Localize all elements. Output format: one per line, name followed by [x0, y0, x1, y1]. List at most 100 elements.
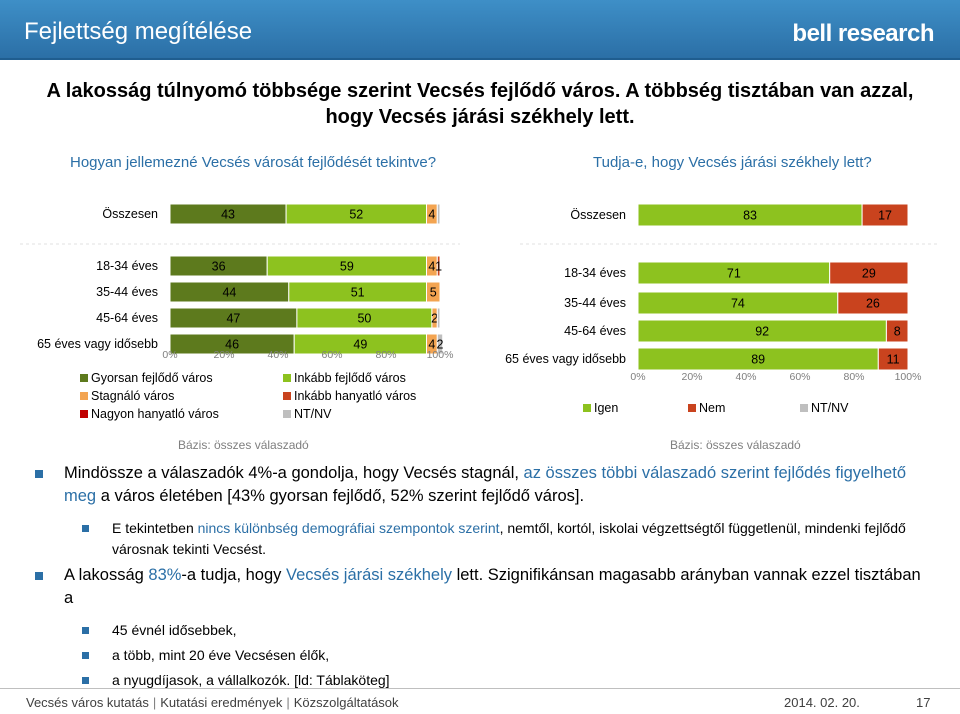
jarasi-szekhely-category-label: 35-44 éves [564, 296, 626, 310]
legend-swatch [80, 374, 88, 382]
question-left: Hogyan jellemezné Vecsés városát fejlődé… [70, 154, 437, 171]
legend-swatch [80, 392, 88, 400]
highlighted-text: az összes többi válaszadó szerint fejlőd… [64, 464, 906, 505]
fejlettseg-tick-label: 40% [267, 349, 288, 361]
fejlettseg-data-label: 44 [222, 286, 236, 300]
fejlettseg-data-label: 47 [226, 312, 240, 326]
jarasi-szekhely-bar-segment [829, 261, 909, 285]
jarasi-szekhely-category-label: Összesen [570, 208, 626, 222]
bullet-text: A lakosság [64, 566, 149, 584]
footer-date: 2014. 02. 20. [784, 695, 860, 710]
bullet-6: a nyugdíjasok, a vállalkozók. [ld: Tábla… [30, 670, 930, 691]
jarasi-szekhely-category-label: 45-64 éves [564, 324, 626, 338]
fejlettseg-data-label: 46 [225, 338, 239, 352]
jarasi-szekhely-bar-segment [885, 319, 909, 343]
legend-label: Gyorsan fejlődő város [91, 371, 213, 385]
highlighted-text: 83% [148, 566, 182, 584]
jarasi-szekhely-data-label: 74 [731, 297, 745, 311]
bell-research-logo: bell research [792, 20, 934, 47]
question-right: Tudja-e, hogy Vecsés járási székhely let… [593, 154, 872, 171]
jarasi-szekhely-tick-label: 80% [843, 371, 864, 383]
highlighted-text: nincs különbség demográfiai szempontok s… [197, 520, 500, 536]
fejlettseg-data-label: 51 [351, 286, 365, 300]
fejlettseg-data-label: 2 [431, 312, 438, 326]
fejlettseg-data-label: 4 [428, 208, 435, 222]
fejlettseg-data-label: 49 [353, 338, 367, 352]
bullet-text: a több, mint 20 éve Vecsésen élők, [112, 647, 330, 663]
jarasi-szekhely-data-label: 29 [862, 267, 876, 281]
fejlettseg-data-label: 43 [221, 208, 235, 222]
fejlettseg-category-label: 65 éves vagy idősebb [37, 337, 158, 351]
jarasi-szekhely-tick-label: 20% [681, 371, 702, 383]
bullet-text: Mindössze a válaszadók 4%-a gondolja, ho… [64, 464, 524, 482]
fejlettseg-bar-segment [436, 307, 441, 329]
fejlettseg-data-label: 1 [435, 260, 442, 274]
jarasi-szekhely-data-label: 8 [894, 325, 901, 339]
fejlettseg-data-label: 36 [212, 260, 226, 274]
footer-item: Közszolgáltatások [293, 695, 399, 710]
jarasi-szekhely-data-label: 89 [751, 353, 765, 367]
fejlettseg-tick-label: 20% [213, 349, 234, 361]
jarasi-szekhely-tick-label: 40% [735, 371, 756, 383]
legend-label: Nagyon hanyatló város [91, 407, 219, 421]
fejlettseg-tick-label: 60% [321, 349, 342, 361]
jarasi-szekhely-tick-label: 0% [630, 371, 645, 383]
jarasi-szekhely-data-label: 71 [727, 267, 741, 281]
title-bar: Fejlettség megítélése bell research [0, 0, 960, 60]
jarasi-szekhely-bar-segment [837, 291, 909, 315]
legend-swatch [583, 404, 591, 412]
jarasi-szekhely-tick-label: 60% [789, 371, 810, 383]
jarasi-szekhely-data-label: 26 [866, 297, 880, 311]
bullet-1: Mindössze a válaszadók 4%-a gondolja, ho… [30, 462, 930, 508]
fejlettseg-bar-segment [436, 333, 444, 355]
legend-label: Inkább hanyatló város [294, 389, 416, 403]
footer: Vecsés város kutatás | Kutatási eredmények… [0, 688, 960, 714]
legend-swatch [283, 392, 291, 400]
jarasi-szekhely-tick-label: 100% [895, 371, 922, 383]
fejlettseg-data-label: 52 [349, 208, 363, 222]
jarasi-szekhely-bar-segment [861, 203, 909, 227]
bullet-5: a több, mint 20 éve Vecsésen élők, [30, 645, 930, 666]
fejlettseg-tick-label: 0% [162, 349, 177, 361]
jarasi-szekhely-category-label: 18-34 éves [564, 266, 626, 280]
legend-label: NT/NV [294, 407, 332, 421]
fejlettseg-bar-segment [436, 255, 441, 277]
fejlettseg-category-label: 18-34 éves [96, 259, 158, 273]
bullet-2: E tekintetben nincs különbség demográfia… [30, 518, 930, 560]
jarasi-szekhely-data-label: 83 [743, 209, 757, 223]
fejlettseg-category-label: 45-64 éves [96, 311, 158, 325]
fejlettseg-data-label: 5 [430, 286, 437, 300]
bullet-text: -a tudja, hogy [181, 566, 286, 584]
fejlettseg-data-label: 2 [437, 338, 444, 352]
headline: A lakosság túlnyomó többsége szerint Vec… [46, 80, 914, 128]
highlighted-text: Vecsés járási székhely [286, 566, 452, 584]
fejlettseg-bar-segment [436, 203, 441, 225]
fejlettseg-tick-label: 80% [375, 349, 396, 361]
legend-label: Inkább fejlődő város [294, 371, 406, 385]
legend-label: Nem [699, 401, 725, 415]
fejlettseg-category-label: Összesen [102, 207, 158, 221]
legend-label: Igen [594, 401, 618, 415]
jarasi-szekhely-data-label: 92 [755, 325, 769, 339]
legend-swatch [80, 410, 88, 418]
legend-swatch [283, 410, 291, 418]
summary-bullets: Mindössze a válaszadók 4%-a gondolja, ho… [30, 462, 930, 695]
page-title: Fejlettség megítélése [24, 18, 253, 45]
bullet-4: 45 évnél idősebbek, [30, 620, 930, 641]
legend-swatch [800, 404, 808, 412]
bullet-text: 45 évnél idősebbek, [112, 622, 237, 638]
fejlettseg-data-label: 4 [428, 338, 435, 352]
bullet-text: E tekintetben [112, 520, 198, 536]
fejlettseg-data-label: 59 [340, 260, 354, 274]
jarasi-szekhely-bar-segment [877, 347, 909, 371]
bullet-text: a város életében [43% gyorsan fejlődő, 5… [96, 487, 585, 505]
fejlettseg-data-label: 50 [357, 312, 371, 326]
legend-swatch [688, 404, 696, 412]
legend-swatch [283, 374, 291, 382]
bullet-text: lett. Szignifikánsan magasabb arányban v… [64, 566, 921, 607]
base-note-left: Bázis: összes válaszadó [178, 438, 309, 452]
legend-label: NT/NV [811, 401, 849, 415]
footer-breadcrumb: Vecsés város kutatás | Kutatási eredmények… [26, 695, 399, 710]
legend-label: Stagnáló város [91, 389, 174, 403]
jarasi-szekhely-data-label: 17 [878, 209, 892, 223]
